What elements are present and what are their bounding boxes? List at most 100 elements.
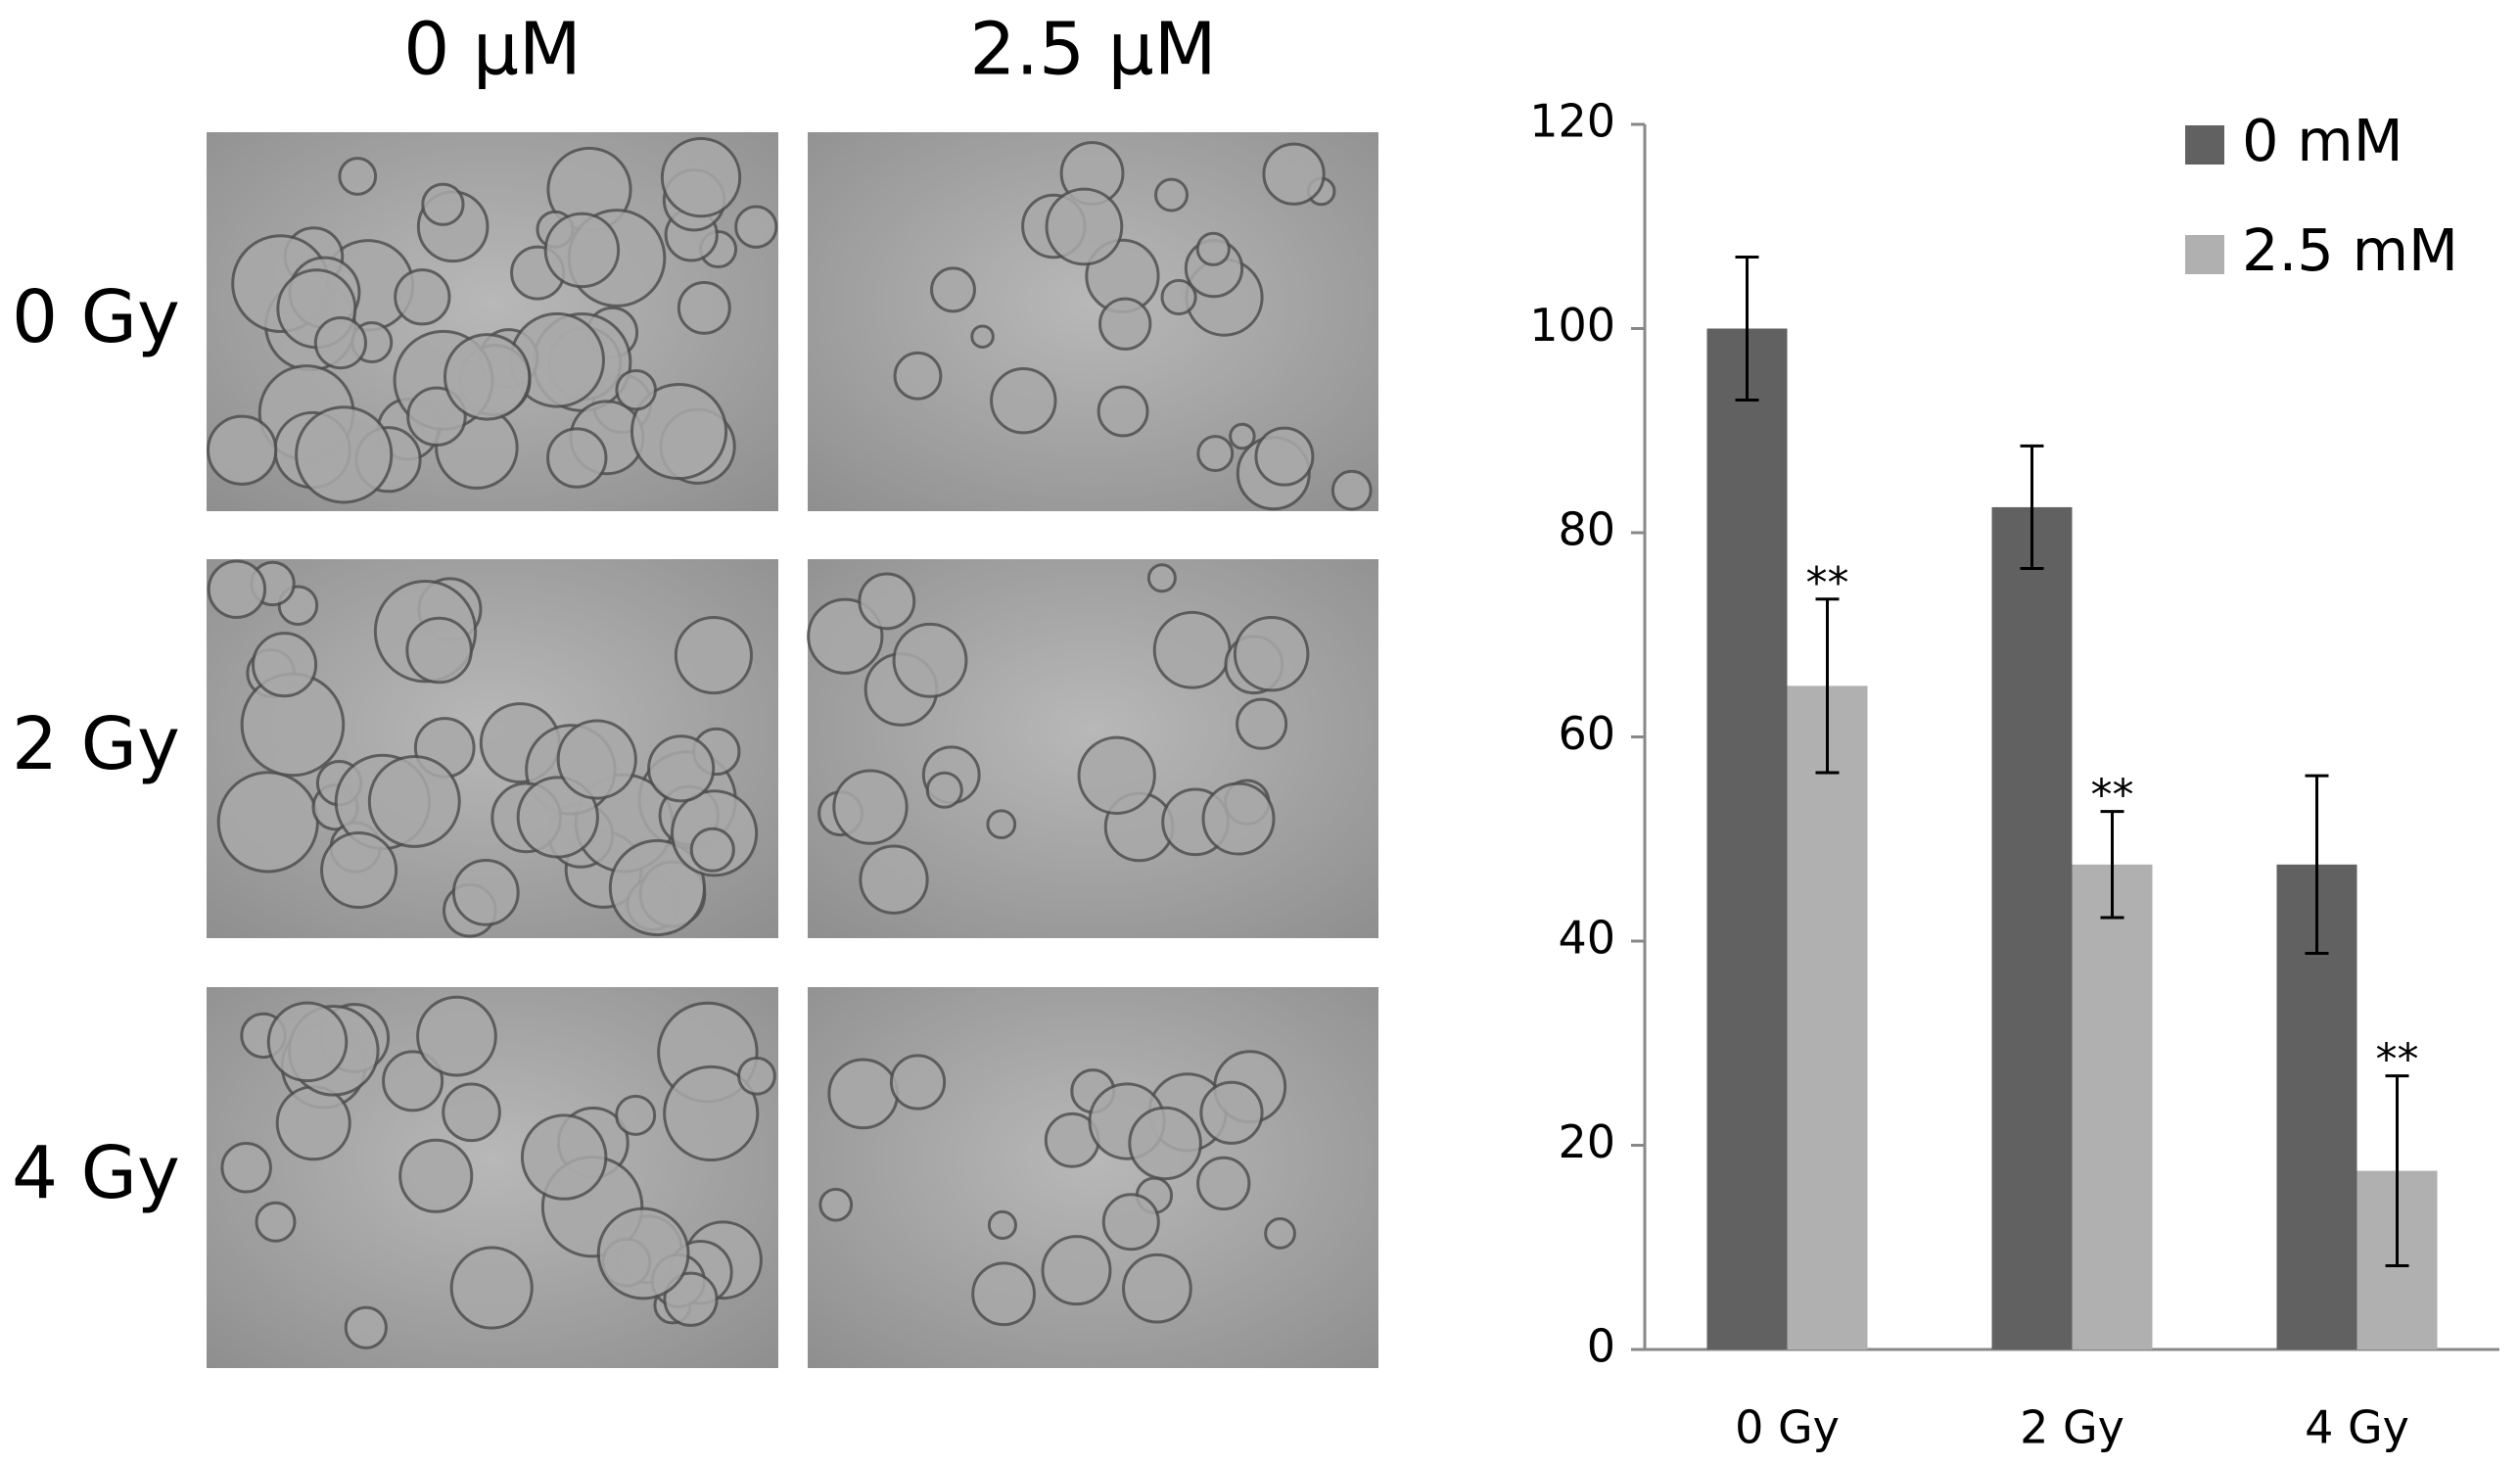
cell-cluster [1229, 422, 1256, 450]
cell-cluster [543, 212, 621, 289]
legend-label: 0 mM [2242, 107, 2403, 174]
cell-cluster [1041, 1235, 1112, 1306]
y-tick-label: 0 [1587, 1320, 1615, 1373]
cell-cluster [1254, 426, 1315, 487]
cell-cluster [889, 1054, 947, 1111]
cell-cluster [970, 324, 995, 350]
cell-cluster [1201, 781, 1276, 856]
cell-cluster [1098, 297, 1152, 351]
x-tick-label: 4 Gy [2305, 1401, 2409, 1454]
y-tick-label: 80 [1558, 503, 1615, 556]
cell-cluster [338, 157, 378, 196]
cell-cluster [1196, 1156, 1251, 1211]
cell-cluster [1128, 1106, 1202, 1181]
cell-cluster [1233, 615, 1310, 692]
cell-cluster [220, 1142, 272, 1194]
cell-cluster [520, 1113, 608, 1201]
cell-cluster [986, 809, 1017, 840]
cell-cluster [674, 615, 754, 695]
cell-cluster [971, 1261, 1036, 1327]
cell-cluster [925, 771, 963, 809]
cell-cluster [737, 1056, 776, 1096]
cell-cluster [832, 769, 909, 845]
cell-cluster [295, 405, 394, 504]
cell-cluster [689, 827, 735, 873]
cell-cluster [266, 1001, 349, 1083]
cell-cluster [608, 838, 706, 937]
cell-cluster [660, 136, 742, 218]
cell-cluster [818, 1187, 854, 1222]
cell-cluster [451, 858, 520, 926]
cell-cluster [647, 734, 716, 803]
cell-cluster [663, 1271, 719, 1327]
cell-cluster [449, 1246, 534, 1330]
cell-cluster [1101, 1193, 1160, 1252]
row-label: 4 Gy [12, 1131, 180, 1215]
bar [1706, 328, 1788, 1349]
cell-cluster [405, 616, 473, 685]
cell-cluster [1330, 469, 1373, 511]
cell-cluster [382, 1050, 444, 1112]
bar [2072, 864, 2153, 1349]
y-tick-label: 100 [1529, 299, 1615, 352]
cell-cluster [275, 1085, 351, 1161]
row-label: 2 Gy [12, 702, 180, 786]
cell-cluster [1097, 385, 1149, 438]
cell-cluster [987, 1209, 1017, 1241]
cell-cluster [858, 572, 916, 631]
cell-cluster [416, 995, 497, 1077]
cell-cluster [320, 830, 398, 910]
legend-swatch [2185, 235, 2224, 274]
cell-cluster [546, 427, 608, 489]
cell-cluster [367, 755, 461, 848]
cell-cluster [1152, 610, 1232, 689]
column-label: 0 μM [403, 8, 582, 92]
micrograph [808, 987, 1378, 1368]
row-label: 0 Gy [12, 275, 180, 359]
cell-cluster [394, 268, 451, 326]
cell-cluster [216, 771, 319, 874]
cell-cluster [344, 1305, 388, 1349]
cell-cluster [1236, 697, 1288, 750]
cell-cluster [1146, 563, 1177, 593]
cell-cluster [1122, 1253, 1192, 1324]
cell-cluster [859, 844, 929, 915]
cell-cluster [734, 205, 778, 249]
cell-cluster [1196, 435, 1235, 473]
micrographs: 0 μM 2.5 μM 0 Gy 2 Gy 4 Gy [12, 8, 1378, 1368]
y-tick-label: 40 [1558, 912, 1615, 965]
cell-cluster [892, 622, 968, 698]
cell-cluster [596, 1206, 690, 1300]
cell-cluster [1045, 187, 1124, 266]
bar [1787, 686, 1868, 1349]
cell-cluster [1195, 231, 1231, 266]
cell-cluster [207, 559, 267, 619]
cell-cluster [1154, 177, 1190, 213]
cell-cluster [516, 776, 599, 859]
y-tick-label: 120 [1529, 95, 1615, 148]
cell-cluster [990, 366, 1057, 435]
cell-cluster [313, 316, 367, 370]
cell-cluster [442, 1082, 501, 1143]
cell-cluster [663, 1064, 760, 1162]
cell-cluster [251, 632, 318, 698]
cell-cluster [1160, 278, 1197, 316]
cell-cluster [630, 382, 728, 481]
cell-cluster [398, 1138, 474, 1213]
cell-cluster [1077, 735, 1156, 815]
cell-cluster [615, 1094, 657, 1136]
cell-cluster [1199, 1080, 1264, 1145]
cell-cluster [930, 266, 976, 313]
cell-cluster [207, 414, 278, 486]
cell-cluster [421, 182, 465, 226]
y-tick-label: 20 [1558, 1115, 1615, 1168]
bar-chart: 0 20 40 60 80 100 120 0 Gy ** 2 Gy ** 4 Gy ** 0 mM 2.5… [1529, 95, 2499, 1454]
cell-cluster [255, 1201, 297, 1243]
bar [1991, 506, 2073, 1349]
cell-cluster [1262, 142, 1326, 206]
x-tick-label: 0 Gy [1735, 1401, 1840, 1454]
significance: ** [2376, 1035, 2419, 1085]
legend-label: 2.5 mM [2242, 216, 2458, 284]
cell-cluster [615, 368, 657, 411]
y-tick-label: 60 [1558, 707, 1615, 760]
